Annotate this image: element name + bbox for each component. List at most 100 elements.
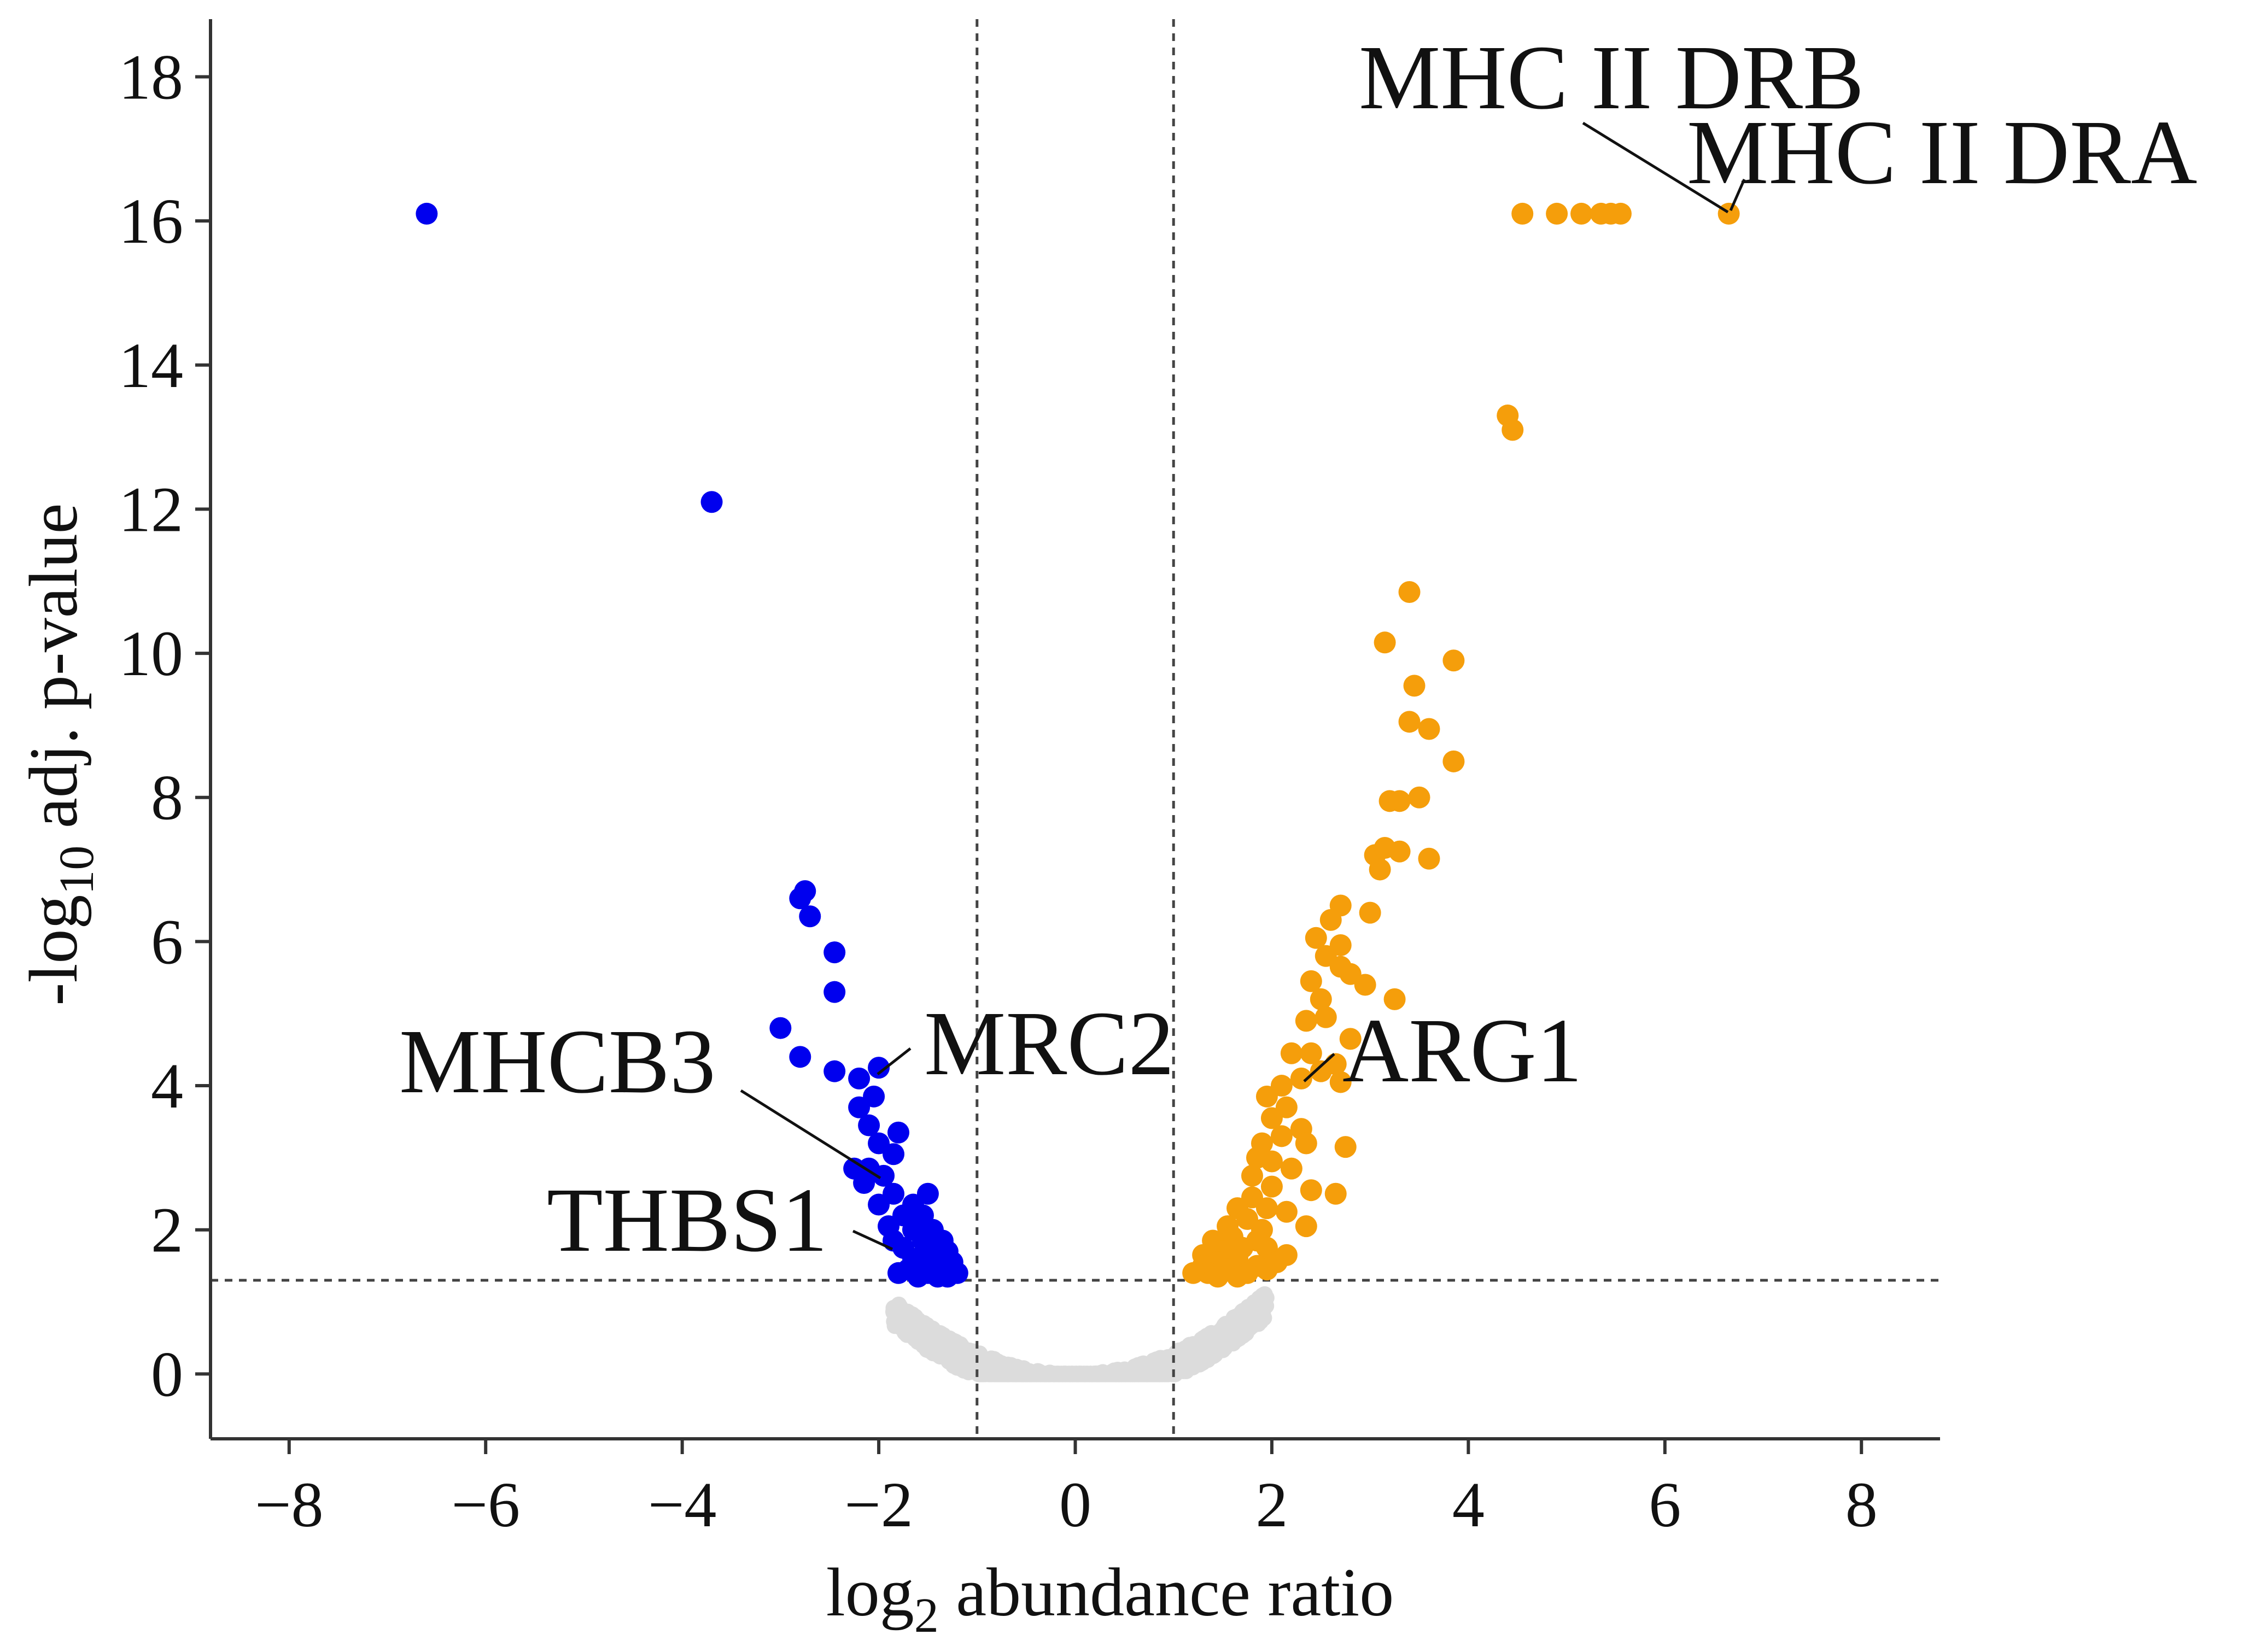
ns-point bbox=[1100, 1366, 1117, 1382]
y-tick-label: 10 bbox=[119, 618, 183, 689]
x-tick-label: 6 bbox=[1649, 1469, 1681, 1540]
up-point bbox=[1295, 1010, 1317, 1032]
y-tick-label: 16 bbox=[119, 185, 183, 257]
ns-point bbox=[977, 1361, 994, 1378]
down-point bbox=[794, 880, 816, 903]
ns-point bbox=[1049, 1366, 1066, 1382]
x-axis-title-prefix: log bbox=[826, 1555, 914, 1631]
ns-point bbox=[933, 1345, 950, 1362]
up-point bbox=[1241, 1164, 1263, 1187]
ns-point bbox=[1224, 1321, 1241, 1338]
up-point bbox=[1339, 1028, 1362, 1050]
up-point bbox=[1295, 1215, 1317, 1238]
up-point bbox=[1511, 202, 1534, 225]
up-point bbox=[1442, 649, 1465, 672]
annotation-mhc-ii-drb: MHC II DRB bbox=[1359, 27, 1864, 128]
annotation-leaders bbox=[740, 121, 1746, 1251]
up-point bbox=[1570, 202, 1593, 225]
x-axis-ticks: −8 −6 −4 −2 0 2 4 6 8 bbox=[255, 1439, 1878, 1540]
up-point bbox=[1329, 1071, 1352, 1093]
up-point bbox=[1300, 970, 1322, 992]
y-tick-label: 2 bbox=[151, 1194, 183, 1266]
down-point bbox=[873, 1164, 895, 1187]
annotation-leader-mhc-ii-drb bbox=[1582, 121, 1729, 214]
y-axis-title-prefix: -log bbox=[16, 895, 92, 1006]
y-axis-title-subscript: 10 bbox=[50, 846, 104, 895]
up-point bbox=[1275, 1200, 1298, 1223]
ns-point bbox=[1037, 1366, 1054, 1382]
up-point bbox=[1374, 631, 1396, 654]
annotation-leader-mhc-ii-dra bbox=[1729, 178, 1746, 212]
annotation-leader-arg1 bbox=[1303, 1053, 1335, 1082]
up-point bbox=[1502, 419, 1524, 441]
x-axis-title-subscript: 2 bbox=[914, 1589, 939, 1643]
up-point bbox=[1403, 675, 1426, 697]
x-axis-title-suffix: abundance ratio bbox=[939, 1555, 1394, 1631]
up-point bbox=[1255, 1197, 1278, 1220]
down-point bbox=[823, 981, 846, 1003]
x-tick-label: −8 bbox=[255, 1469, 324, 1540]
up-point bbox=[1334, 1136, 1357, 1158]
up-point bbox=[1290, 1067, 1312, 1089]
up-point bbox=[1315, 1006, 1337, 1028]
ns-point bbox=[1182, 1337, 1199, 1354]
up-point bbox=[1300, 1179, 1322, 1202]
down-point bbox=[883, 1143, 905, 1165]
down-point bbox=[823, 1060, 846, 1082]
up-point bbox=[1270, 1125, 1293, 1147]
x-axis-title: log2 abundance ratio bbox=[826, 1555, 1394, 1643]
down-point bbox=[848, 1067, 871, 1089]
ns-point bbox=[1078, 1366, 1095, 1382]
annotation-mhc-ii-dra: MHC II DRA bbox=[1687, 102, 2197, 203]
up-point bbox=[1388, 790, 1411, 812]
up-regulated-series bbox=[1182, 202, 1740, 1288]
annotation-mrc2: MRC2 bbox=[924, 993, 1175, 1094]
up-point bbox=[1398, 581, 1421, 604]
up-point bbox=[1310, 988, 1332, 1010]
x-tick-label: −4 bbox=[648, 1469, 717, 1540]
up-point bbox=[1280, 1042, 1302, 1064]
up-point bbox=[1260, 1175, 1283, 1198]
ns-point bbox=[1208, 1329, 1225, 1346]
up-point bbox=[1369, 858, 1391, 881]
y-axis-title-suffix: adj. p-value bbox=[16, 503, 92, 845]
down-point bbox=[868, 1193, 890, 1216]
annotation-arg1: ARG1 bbox=[1342, 1000, 1582, 1102]
down-point bbox=[848, 1096, 871, 1118]
x-tick-label: 0 bbox=[1059, 1469, 1091, 1540]
down-point bbox=[887, 1121, 910, 1144]
y-tick-label: 6 bbox=[151, 906, 183, 977]
annotation-thbs1: THBS1 bbox=[547, 1169, 827, 1271]
ns-point bbox=[911, 1334, 928, 1351]
down-point bbox=[789, 1046, 811, 1068]
y-axis-title: -log10 adj. p-value bbox=[16, 503, 104, 1005]
up-point bbox=[1275, 1244, 1298, 1266]
up-point bbox=[1546, 202, 1568, 225]
down-point bbox=[926, 1266, 949, 1288]
y-tick-label: 0 bbox=[151, 1338, 183, 1410]
ns-point bbox=[1176, 1350, 1193, 1367]
up-point bbox=[1354, 974, 1376, 996]
ns-point bbox=[899, 1326, 916, 1343]
up-point bbox=[1408, 786, 1430, 809]
ns-point bbox=[958, 1360, 975, 1376]
up-point bbox=[1305, 927, 1327, 949]
up-point bbox=[1324, 1182, 1347, 1205]
down-point bbox=[853, 1172, 875, 1194]
x-tick-label: 2 bbox=[1255, 1469, 1288, 1540]
up-point bbox=[1226, 1266, 1249, 1288]
up-point bbox=[1418, 847, 1440, 870]
up-point bbox=[1442, 750, 1465, 772]
up-point bbox=[1398, 711, 1421, 733]
non-significant-points bbox=[885, 1286, 1275, 1382]
y-tick-label: 18 bbox=[119, 41, 183, 113]
x-tick-label: −6 bbox=[451, 1469, 520, 1540]
up-point bbox=[1182, 1262, 1205, 1284]
x-tick-label: 8 bbox=[1845, 1469, 1878, 1540]
up-point bbox=[1300, 1042, 1322, 1064]
y-tick-label: 14 bbox=[119, 330, 183, 401]
up-point bbox=[1388, 840, 1411, 863]
up-point bbox=[1609, 202, 1632, 225]
up-point bbox=[1319, 909, 1342, 931]
ns-point bbox=[1156, 1366, 1173, 1382]
